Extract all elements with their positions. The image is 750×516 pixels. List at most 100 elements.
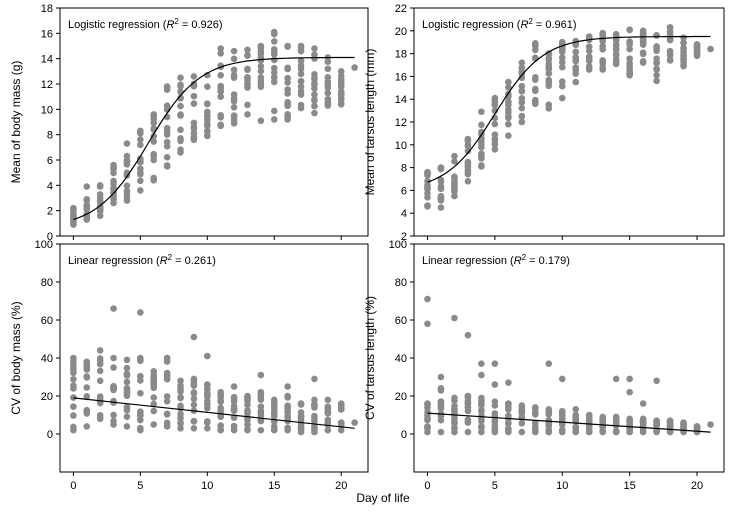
data-point: [324, 65, 332, 73]
data-point: [244, 416, 251, 424]
data-point: [451, 405, 458, 413]
data-point: [163, 153, 171, 161]
x-tick-label: 5: [137, 480, 143, 492]
data-point: [257, 117, 265, 125]
plot-frame: [59, 243, 369, 473]
y-tick-label: 6: [401, 185, 407, 197]
data-point: [257, 388, 265, 396]
x-tick-label: 10: [556, 480, 568, 492]
data-point: [284, 64, 291, 72]
regression-annotation: Logistic regression (R2 = 0.961): [422, 17, 577, 32]
data-point: [150, 421, 158, 428]
data-point: [424, 181, 431, 189]
y-tick-label: 20: [41, 391, 53, 403]
data-point: [558, 375, 566, 383]
data-point: [585, 57, 593, 64]
data-point: [653, 47, 660, 55]
data-point: [572, 427, 580, 435]
data-point: [545, 406, 553, 413]
data-point: [311, 97, 318, 104]
data-point: [257, 42, 265, 50]
data-point: [257, 48, 265, 56]
data-point: [150, 400, 158, 408]
data-point: [244, 111, 251, 118]
data-point: [478, 144, 485, 151]
data-point: [464, 428, 472, 436]
data-point: [532, 404, 539, 411]
data-point: [612, 41, 620, 48]
data-point: [150, 375, 158, 383]
panel-mass-mean: 0 2 4 6 8 10 12 14 16 18 Mean of body mass (g) Logi…: [9, 3, 369, 243]
data-point: [217, 121, 224, 129]
data-point: [558, 94, 566, 102]
data-point: [137, 412, 144, 419]
data-point: [478, 424, 485, 431]
data-point: [110, 354, 117, 362]
data-point: [478, 152, 485, 160]
data-point: [491, 398, 499, 406]
data-point: [163, 124, 171, 132]
data-point: [599, 42, 606, 50]
y-tick-label: 20: [395, 26, 407, 38]
data-point: [190, 417, 198, 425]
data-point: [505, 406, 512, 413]
data-point: [257, 426, 265, 434]
data-point: [464, 142, 472, 150]
data-point: [190, 129, 198, 137]
data-point: [545, 101, 553, 109]
data-point: [230, 47, 238, 55]
data-point: [110, 417, 117, 425]
data-point: [505, 114, 512, 122]
data-point: [204, 112, 211, 119]
data-point: [137, 170, 144, 178]
data-points: [424, 24, 714, 211]
plot-frame: [413, 7, 725, 237]
data-point: [244, 101, 251, 109]
data-point: [137, 141, 144, 149]
data-point: [311, 45, 318, 52]
data-point: [297, 42, 305, 50]
data-point: [437, 183, 445, 190]
data-point: [424, 414, 431, 422]
y-tick-label: 4: [47, 180, 53, 192]
data-points: [70, 28, 358, 228]
data-point: [491, 360, 499, 368]
data-point: [532, 40, 539, 47]
data-point: [558, 59, 566, 66]
data-point: [204, 132, 211, 140]
data-point: [626, 375, 633, 383]
y-tick-label: 0: [401, 429, 407, 441]
y-tick-label: 22: [395, 3, 407, 15]
data-point: [518, 419, 526, 427]
data-point: [96, 212, 104, 220]
data-point: [150, 111, 158, 118]
data-point: [83, 406, 91, 414]
data-point: [505, 120, 512, 128]
data-point: [653, 55, 660, 62]
data-point: [190, 395, 198, 403]
data-point: [612, 427, 620, 435]
data-point: [270, 116, 278, 123]
data-point: [437, 428, 445, 436]
data-point: [518, 118, 526, 126]
data-point: [424, 295, 431, 303]
data-point: [337, 400, 345, 407]
data-point: [424, 424, 431, 432]
data-point: [150, 174, 158, 182]
data-point: [217, 71, 224, 79]
data-point: [217, 111, 224, 119]
data-point: [284, 408, 291, 416]
y-tick-label: 2: [401, 231, 407, 243]
data-point: [451, 418, 458, 426]
data-point: [478, 108, 485, 116]
x-tick-label: 15: [268, 480, 280, 492]
data-point: [505, 412, 512, 419]
data-point: [626, 55, 633, 62]
data-point: [244, 51, 251, 59]
data-point: [464, 135, 472, 143]
data-point: [424, 320, 431, 328]
data-point: [518, 99, 526, 106]
regression-line: [427, 412, 711, 433]
data-point: [244, 421, 251, 428]
